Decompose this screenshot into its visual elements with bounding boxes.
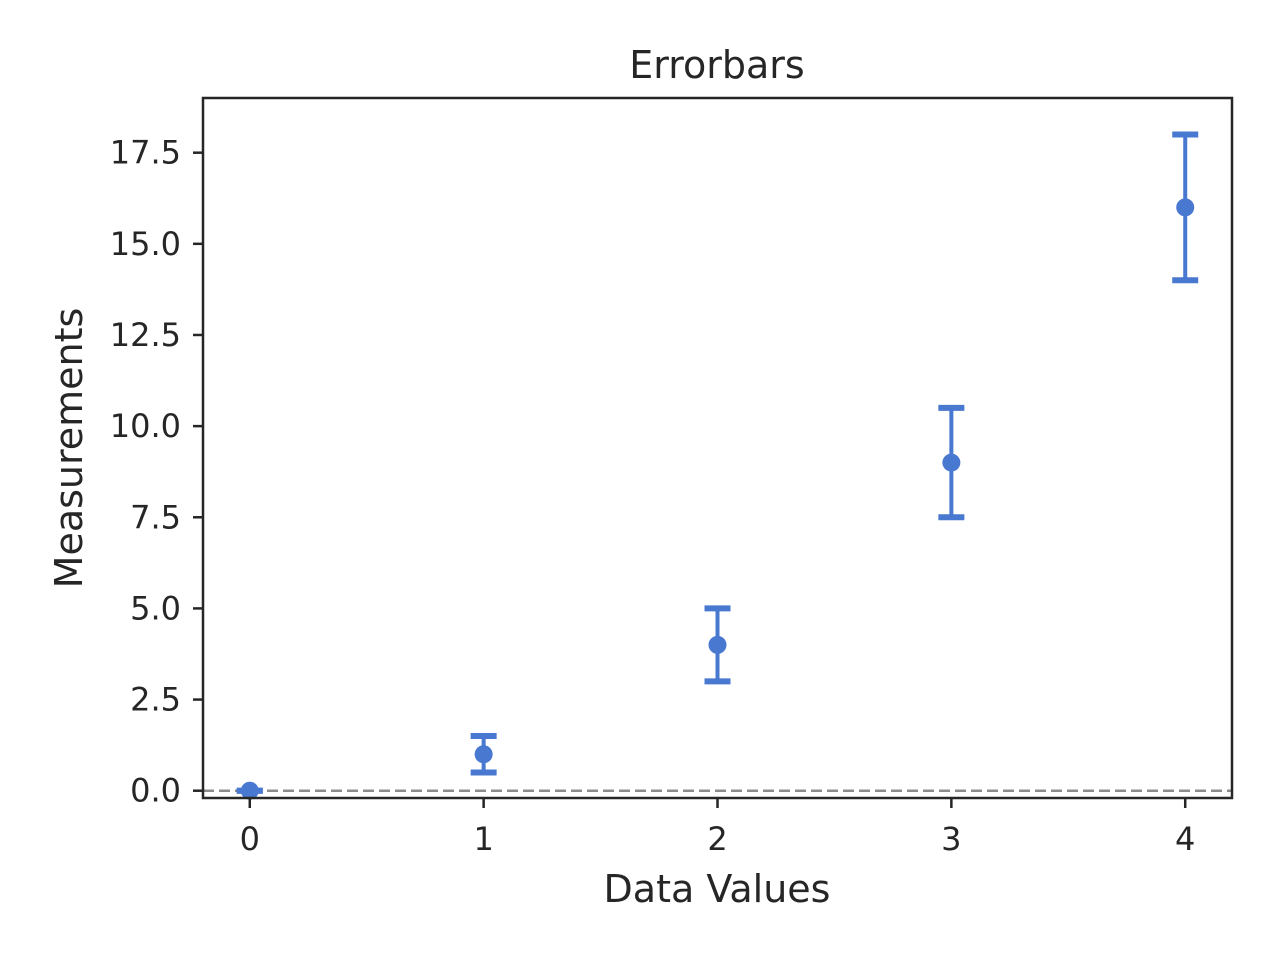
data-point [1176, 198, 1195, 217]
x-tick-label: 0 [240, 820, 260, 858]
x-tick-label: 1 [473, 820, 493, 858]
y-tick-label: 2.5 [130, 681, 181, 719]
y-tick-label: 15.0 [110, 225, 181, 263]
x-tick-label: 2 [707, 820, 727, 858]
data-point [474, 745, 493, 764]
y-tick-label: 17.5 [110, 134, 181, 172]
y-tick-label: 0.0 [130, 772, 181, 810]
data-point [942, 453, 961, 472]
x-tick-label: 4 [1175, 820, 1195, 858]
plot-frame [201, 96, 1234, 800]
y-tick-label: 10.0 [110, 407, 181, 445]
y-tick-label: 12.5 [110, 316, 181, 354]
plot-area: 0 1 2 3 4 0.0 2.5 5.0 7.5 10.0 12.5 15.0 17.5 [110, 96, 1234, 858]
x-axis-label: Data Values [604, 867, 831, 911]
y-axis-label: Measurements [47, 308, 91, 589]
y-tick-label: 5.0 [130, 589, 181, 627]
x-tick-label: 3 [941, 820, 961, 858]
data-point [708, 635, 727, 654]
data-point [240, 781, 259, 800]
y-tick-label: 7.5 [130, 498, 181, 536]
chart-title: Errorbars [629, 43, 804, 87]
